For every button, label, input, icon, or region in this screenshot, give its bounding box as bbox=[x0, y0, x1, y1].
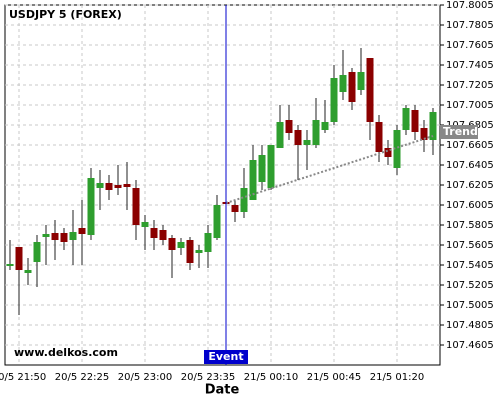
x-tick-label: 20/5 23:35 bbox=[181, 372, 235, 383]
x-tick-label: 20/5 23:00 bbox=[118, 372, 172, 383]
y-tick-label: 107.4805 bbox=[446, 320, 494, 331]
y-tick-label: 107.7605 bbox=[446, 40, 494, 51]
candle-body bbox=[366, 58, 374, 122]
candle-body bbox=[420, 128, 428, 140]
y-tick-label: 107.7005 bbox=[446, 100, 494, 111]
y-tick-label: 107.7205 bbox=[446, 80, 494, 91]
event-label-box bbox=[204, 350, 248, 364]
candle-body bbox=[276, 122, 284, 148]
candle-body bbox=[186, 240, 194, 263]
candle-body bbox=[60, 233, 68, 242]
x-tick-label: 20/5 21:50 bbox=[0, 372, 46, 383]
y-tick-label: 107.5005 bbox=[446, 300, 494, 311]
y-tick-label: 107.5405 bbox=[446, 260, 494, 271]
candle-body bbox=[348, 72, 356, 102]
candle-body bbox=[357, 72, 365, 90]
candle-body bbox=[141, 222, 149, 227]
candle-body bbox=[96, 183, 104, 188]
candle-body bbox=[330, 78, 338, 122]
x-axis-label: Date bbox=[205, 383, 240, 398]
x-tick-label: 21/5 00:10 bbox=[244, 372, 298, 383]
candle-body bbox=[168, 238, 176, 250]
candle-body bbox=[132, 188, 140, 225]
candle-body bbox=[204, 233, 212, 252]
candle-body bbox=[375, 122, 383, 152]
candle-body bbox=[429, 112, 437, 140]
candle-body bbox=[195, 250, 203, 253]
candle-body bbox=[159, 230, 167, 240]
candle-body bbox=[240, 188, 248, 212]
candle-body bbox=[321, 122, 329, 130]
candle-body bbox=[411, 110, 419, 132]
watermark: www.delkos.com bbox=[14, 346, 118, 359]
candle-body bbox=[15, 247, 23, 270]
x-tick-label: 21/5 01:20 bbox=[370, 372, 424, 383]
y-tick-label: 107.6205 bbox=[446, 180, 494, 191]
candle-body bbox=[384, 148, 392, 157]
candle-body bbox=[150, 228, 158, 238]
y-tick-label: 107.7805 bbox=[446, 20, 494, 31]
y-tick-label: 107.6405 bbox=[446, 160, 494, 171]
event-label: Event bbox=[208, 350, 243, 363]
candle-body bbox=[249, 160, 257, 200]
y-tick-label: 107.7405 bbox=[446, 60, 494, 71]
candle-body bbox=[78, 228, 86, 234]
candle-body bbox=[42, 234, 50, 237]
y-tick-label: 107.6605 bbox=[446, 140, 494, 151]
y-tick-label: 107.5205 bbox=[446, 280, 494, 291]
candle-body bbox=[87, 178, 95, 235]
y-tick-label: 107.4605 bbox=[446, 340, 494, 351]
trend-line bbox=[225, 135, 434, 204]
candle-body bbox=[213, 205, 221, 238]
candle-body bbox=[303, 140, 311, 145]
chart-title: USDJPY 5 (FOREX) bbox=[9, 8, 122, 21]
candle-body bbox=[123, 184, 131, 187]
trend-label: Trend bbox=[443, 125, 478, 138]
candle-body bbox=[24, 270, 32, 273]
y-tick-label: 107.5805 bbox=[446, 220, 494, 231]
candle-body bbox=[105, 183, 113, 190]
trend-label-box bbox=[440, 125, 478, 139]
y-tick-label: 107.6005 bbox=[446, 200, 494, 211]
candle-body bbox=[339, 75, 347, 92]
candle-body bbox=[393, 130, 401, 168]
candle-body bbox=[231, 205, 239, 212]
candle-body bbox=[114, 185, 122, 188]
candle-body bbox=[294, 130, 302, 145]
candle-body bbox=[177, 242, 185, 248]
x-tick-label: 20/5 22:25 bbox=[55, 372, 109, 383]
candle-body bbox=[285, 120, 293, 133]
candle-body bbox=[33, 242, 41, 262]
candle-body bbox=[312, 120, 320, 145]
candle-body bbox=[267, 145, 275, 188]
x-tick-label: 21/5 00:45 bbox=[307, 372, 361, 383]
y-tick-label: 107.8005 bbox=[446, 0, 494, 11]
candle-body bbox=[258, 155, 266, 182]
candle-body bbox=[402, 108, 410, 130]
y-tick-label: 107.5605 bbox=[446, 240, 494, 251]
candle-body bbox=[51, 233, 59, 240]
candle-body bbox=[69, 232, 77, 240]
candle-body bbox=[6, 264, 14, 266]
